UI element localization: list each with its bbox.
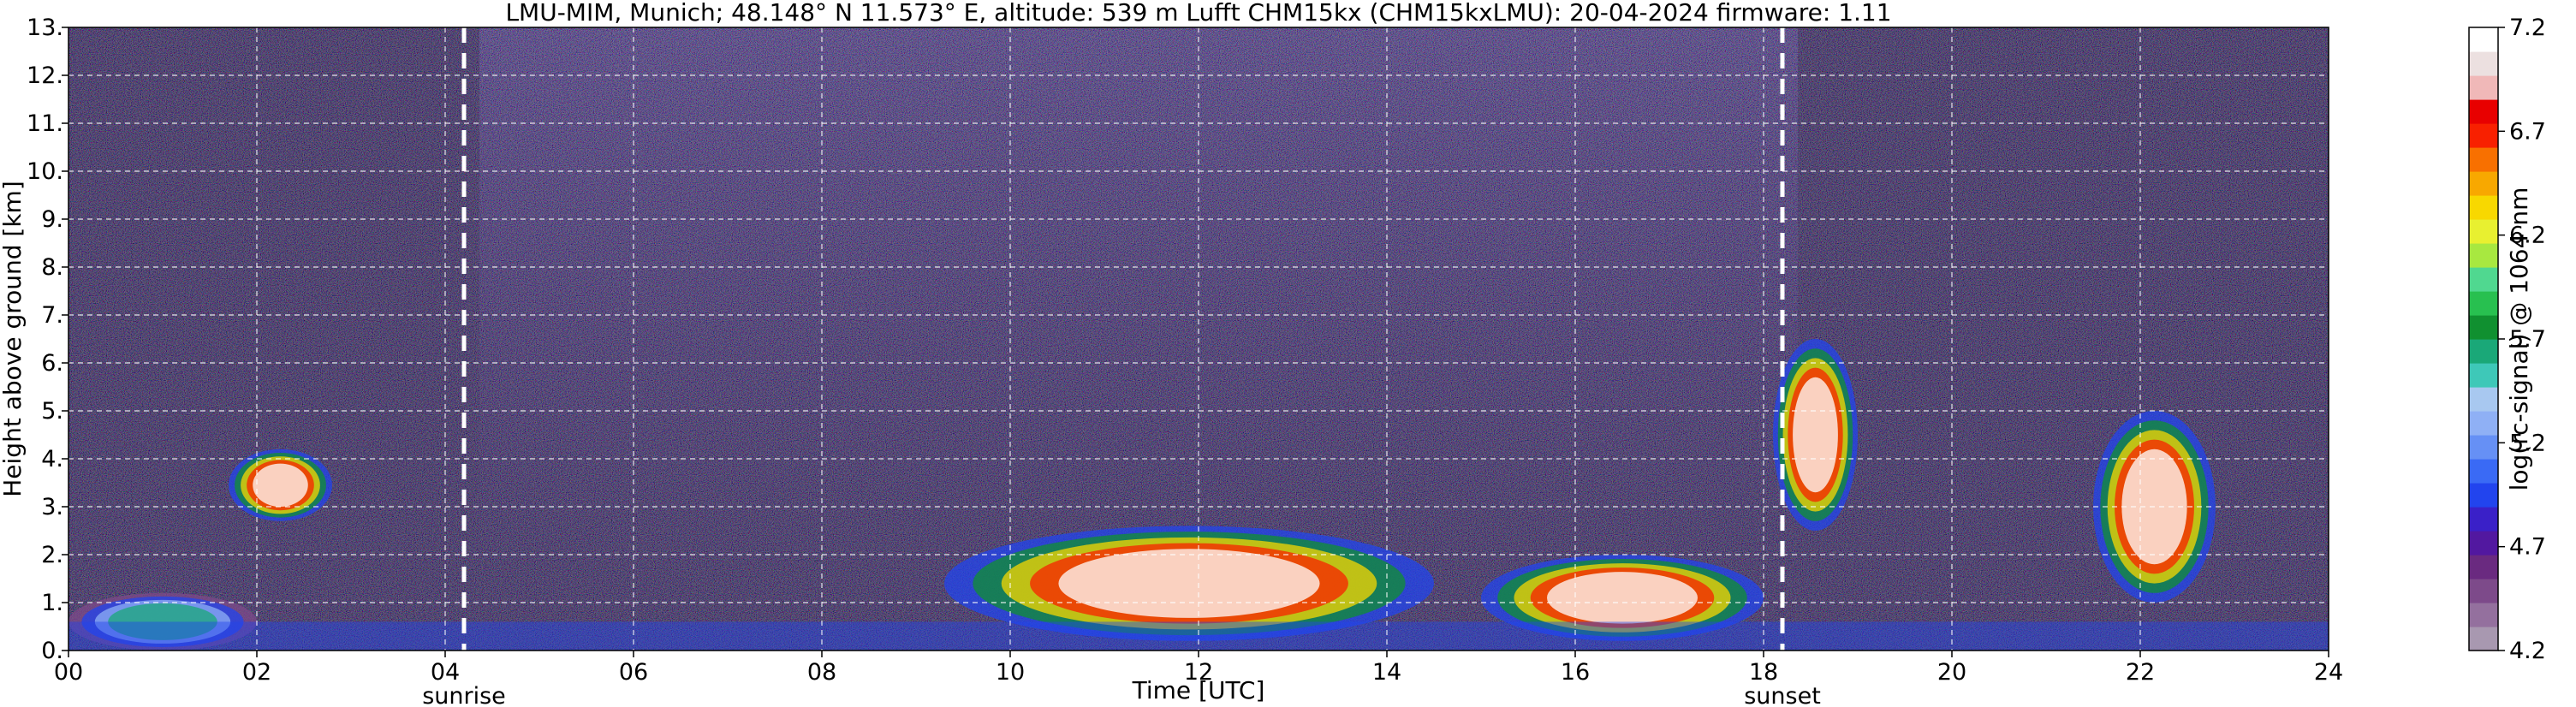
x-tick-label: 20 [1937, 659, 1966, 686]
x-tick-label: 18 [1749, 659, 1778, 686]
colorbar-segment [2469, 459, 2498, 484]
colorbar-tick-label: 7.2 [2509, 15, 2546, 41]
y-tick-label: 12. [27, 62, 63, 89]
colorbar-segment [2469, 171, 2498, 196]
colorbar-segment [2469, 627, 2498, 651]
feature-boundary-layer [68, 592, 257, 651]
feature-band [1793, 377, 1838, 493]
plot-grid [68, 27, 2329, 651]
colorbar: 4.2 4.7 5.2 5.7 6.2 6.7 7.2 [2468, 15, 2546, 664]
y-axis-label: Height above ground [km] [0, 181, 27, 497]
x-tick-label: 24 [2314, 659, 2343, 686]
x-tick-label: 00 [54, 659, 83, 686]
feature-band [253, 463, 308, 507]
colorbar-segment [2469, 147, 2498, 172]
colorbar-tick-label: 6.2 [2509, 223, 2546, 249]
colorbar-tick-label: 6.7 [2509, 118, 2546, 145]
x-axis-ticks: 00 02 04 06 08 10 12 14 16 18 20 22 24 [54, 651, 2343, 686]
y-tick-label: 0. [41, 638, 63, 664]
y-tick-label: 4. [41, 446, 63, 472]
y-tick-label: 6. [41, 350, 63, 377]
x-tick-label: 04 [431, 659, 460, 686]
x-tick-label: 06 [619, 659, 648, 686]
y-tick-label: 10. [27, 158, 63, 185]
x-tick-label: 22 [2126, 659, 2155, 686]
x-tick-label: 16 [1561, 659, 1590, 686]
y-tick-label: 2. [41, 542, 63, 568]
colorbar-segment [2469, 291, 2498, 316]
colorbar-segment [2469, 27, 2498, 52]
colorbar-segment [2469, 387, 2498, 412]
near-ground-aerosol [68, 621, 2329, 651]
y-tick-label: 5. [41, 398, 63, 425]
colorbar-tick-label: 5.7 [2509, 326, 2546, 353]
colorbar-segment [2469, 219, 2498, 244]
colorbar-segment [2469, 483, 2498, 508]
event-label-sunrise: sunrise [422, 683, 506, 707]
event-label-sunset: sunset [1744, 683, 1821, 707]
event-lines [461, 27, 1785, 651]
y-tick-label: 11. [27, 110, 63, 137]
colorbar-label: log(rc-signal) @ 1064 nm [2505, 187, 2533, 491]
colorbar-segment [2469, 315, 2498, 340]
x-tick-label: 02 [242, 659, 271, 686]
feature-dense-cloud [1481, 555, 1764, 641]
colorbar-segment [2469, 75, 2498, 100]
feature-dense-cloud [1773, 339, 1858, 531]
y-axis-ticks: 0. 1. 2. 3. 4. 5. 6. 7. 8. 9. 10. 11. 12. 13. [27, 15, 68, 664]
x-axis-label: Time [UTC] [1132, 676, 1265, 704]
x-tick-label: 08 [807, 659, 836, 686]
colorbar-segment [2469, 195, 2498, 220]
x-tick-label: 10 [996, 659, 1025, 686]
colorbar-segment [2469, 555, 2498, 579]
colorbar-segment [2469, 243, 2498, 268]
y-tick-label: 9. [41, 206, 63, 233]
x-tick-label: 14 [1372, 659, 1401, 686]
colorbar-segment [2469, 99, 2498, 124]
colorbar-segment [2469, 339, 2498, 364]
y-tick-label: 7. [41, 302, 63, 329]
colorbar-segment [2469, 51, 2498, 76]
colorbar-tick-label: 4.2 [2509, 638, 2546, 664]
chart-title: LMU-MIM, Munich; 48.148° N 11.573° E, al… [505, 0, 1891, 27]
colorbar-segment [2469, 363, 2498, 388]
event-labels: sunrise sunset [422, 683, 1821, 707]
x-tick-label: 12 [1184, 659, 1213, 686]
y-tick-label: 8. [41, 254, 63, 281]
feature-band [108, 603, 217, 640]
colorbar-segment [2469, 435, 2498, 460]
colorbar-segment [2469, 579, 2498, 603]
colorbar-segment [2469, 411, 2498, 436]
colorbar-segment [2469, 507, 2498, 532]
y-tick-label: 3. [41, 494, 63, 520]
feature-band [1058, 549, 1320, 618]
colorbar-segment [2469, 123, 2498, 148]
colorbar-segment [2469, 531, 2498, 556]
colorbar-segment [2469, 267, 2498, 292]
colorbar-tick-label: 5.2 [2509, 430, 2546, 456]
feature-band [1547, 572, 1698, 624]
y-tick-label: 1. [41, 590, 63, 616]
feature-elevated-layer [229, 449, 332, 521]
colorbar-tick-label: 4.7 [2509, 534, 2546, 561]
y-tick-label: 13. [27, 15, 63, 41]
colorbar-segment [2469, 603, 2498, 627]
